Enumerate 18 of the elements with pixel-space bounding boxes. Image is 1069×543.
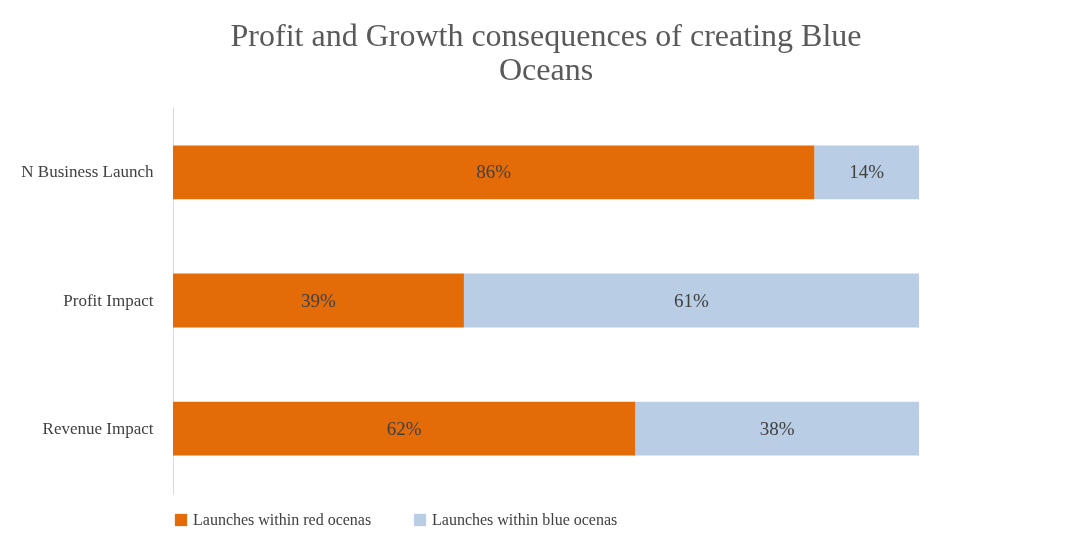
- legend-label: Launches within blue ocenas: [432, 511, 618, 528]
- data-label: 39%: [301, 289, 337, 311]
- y-tick-label: Revenue Impact: [42, 418, 154, 438]
- bar: [814, 145, 919, 200]
- bar: [173, 273, 464, 328]
- data-label: 14%: [849, 161, 885, 183]
- data-label: 61%: [674, 289, 710, 311]
- legend-label: Launches within red ocenas: [193, 511, 372, 528]
- data-label: 62%: [386, 417, 422, 439]
- chart-title: Profit and Growth consequences of creating Blue Oceans: [230, 17, 862, 87]
- bar: [635, 401, 919, 456]
- data-label: 86%: [476, 161, 512, 183]
- y-tick-label: N Business Launch: [21, 162, 154, 182]
- bar: [173, 401, 636, 456]
- bar: [173, 145, 815, 200]
- data-label: 38%: [759, 417, 795, 439]
- bar: [463, 273, 919, 328]
- y-tick-label: Profit Impact: [63, 290, 154, 310]
